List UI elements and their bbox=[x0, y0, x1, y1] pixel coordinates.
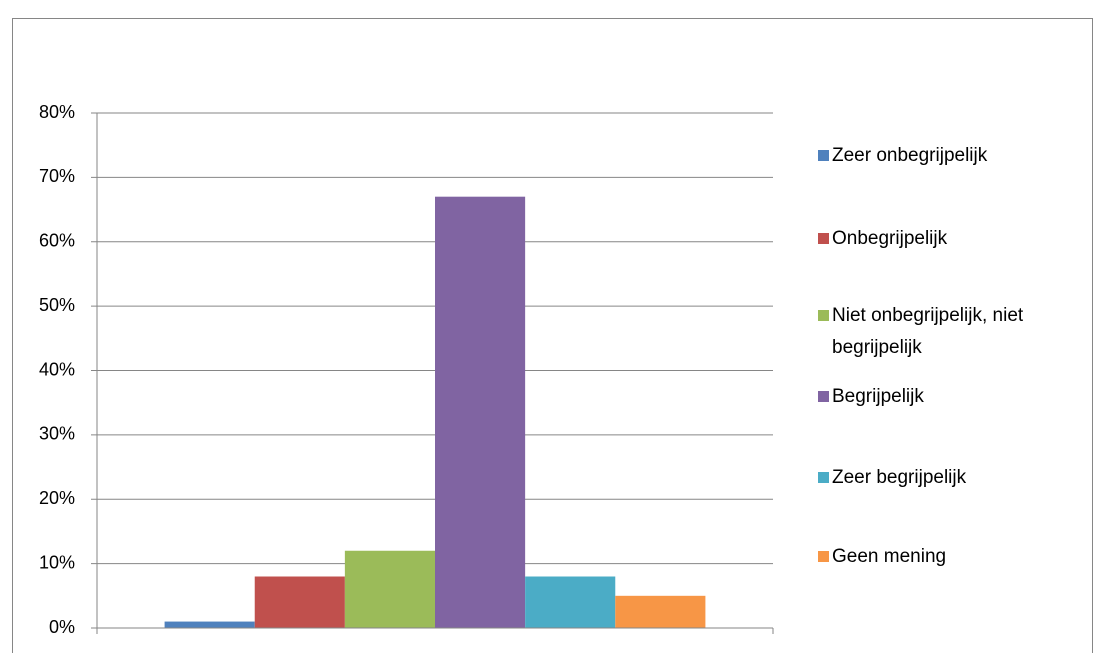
legend-item: Geen mening bbox=[818, 541, 1058, 573]
y-tick-label: 80% bbox=[39, 102, 75, 122]
legend-label: Zeer begrijpelijk bbox=[832, 467, 967, 488]
bar bbox=[525, 576, 616, 628]
chart-frame bbox=[12, 18, 1093, 653]
legend-item: Begrijpelijk bbox=[818, 381, 1058, 413]
y-tick-label: 40% bbox=[39, 359, 75, 379]
legend-label: Onbegrijpelijk bbox=[832, 228, 948, 249]
y-tick-label: 30% bbox=[39, 424, 75, 444]
legend-swatch bbox=[818, 551, 829, 562]
legend-swatch bbox=[818, 391, 829, 402]
legend-item: Niet onbegrijpelijk, niet begrijpelijk bbox=[818, 300, 1058, 364]
y-tick-label: 70% bbox=[39, 166, 75, 186]
legend-item: Onbegrijpelijk bbox=[818, 223, 1058, 255]
bar bbox=[164, 621, 255, 628]
legend-item: Zeer begrijpelijk bbox=[818, 462, 1058, 494]
bar bbox=[615, 595, 706, 628]
bar bbox=[435, 196, 526, 628]
legend-swatch bbox=[818, 472, 829, 483]
y-tick-label: 0% bbox=[49, 617, 75, 637]
y-tick-label: 10% bbox=[39, 552, 75, 572]
legend-label: Niet onbegrijpelijk, niet begrijpelijk bbox=[832, 305, 1024, 358]
y-tick-label: 60% bbox=[39, 231, 75, 251]
legend-label: Geen mening bbox=[832, 546, 947, 567]
legend-item: Zeer onbegrijpelijk bbox=[818, 140, 1058, 172]
legend-swatch bbox=[818, 310, 829, 321]
legend-swatch bbox=[818, 233, 829, 244]
legend-swatch bbox=[818, 150, 829, 161]
legend-label: Begrijpelijk bbox=[832, 386, 924, 407]
bar bbox=[344, 550, 435, 628]
legend-label: Zeer onbegrijpelijk bbox=[832, 145, 988, 166]
bar bbox=[254, 576, 345, 628]
y-tick-label: 50% bbox=[39, 295, 75, 315]
y-tick-label: 20% bbox=[39, 488, 75, 508]
